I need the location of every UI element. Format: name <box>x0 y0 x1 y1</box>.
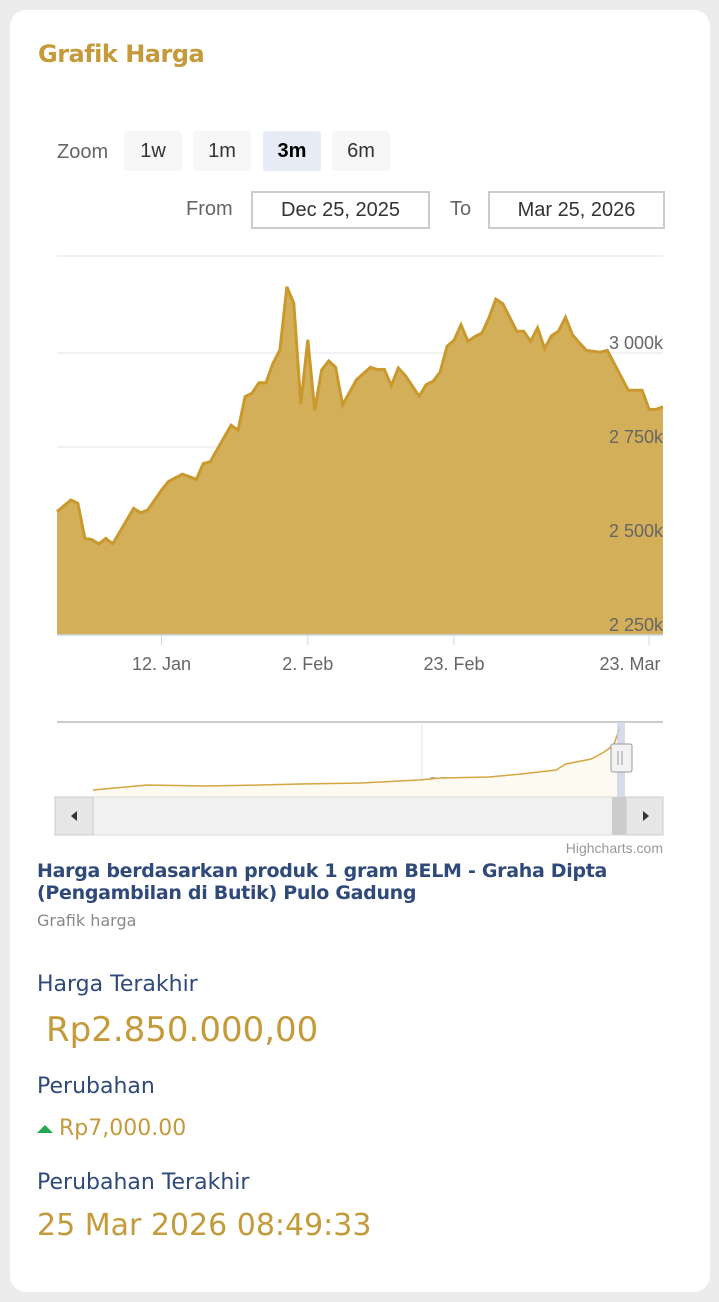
x-tick-label: 12. Jan <box>132 654 191 674</box>
price-line <box>56 286 664 547</box>
from-date-input[interactable]: Dec 25, 2025 <box>251 191 430 229</box>
x-tick-label: 23. Mar <box>599 654 660 674</box>
arrow-right-icon <box>643 811 649 821</box>
zoom-1m-button[interactable]: 1m <box>193 131 251 171</box>
x-tick-label: 23. Feb <box>424 654 485 674</box>
scrollbar[interactable] <box>54 796 664 836</box>
price-chart[interactable]: 2 250k 2 500k 2 750k 3 000k 12. Jan 2. Feb 23… <box>0 0 719 860</box>
arrow-left-icon <box>71 811 77 821</box>
zoom-1w-button[interactable]: 1w <box>124 131 182 171</box>
change-value: Rp7,000.00 <box>59 1116 187 1141</box>
to-date-input[interactable]: Mar 25, 2026 <box>488 191 665 229</box>
price-area <box>57 286 663 635</box>
change-label: Perubahan <box>37 1074 155 1099</box>
chart-subtitle: Grafik harga <box>37 911 137 930</box>
y-tick-label: 2 500k <box>609 521 664 541</box>
from-label: From <box>186 198 233 220</box>
last-price-value: Rp2.850.000,00 <box>46 1010 319 1050</box>
x-tick-label: 2. Feb <box>282 654 333 674</box>
up-arrow-icon <box>37 1125 53 1133</box>
highcharts-credits-link[interactable]: Highcharts.com <box>566 840 663 856</box>
scrollbar-thumb[interactable] <box>612 797 626 835</box>
scrollbar-track[interactable] <box>54 796 664 836</box>
zoom-label: Zoom <box>57 141 109 163</box>
zoom-3m-button[interactable]: 3m <box>263 131 321 171</box>
last-change-value: 25 Mar 2026 08:49:33 <box>37 1208 372 1243</box>
y-tick-label: 2 750k <box>609 427 664 447</box>
navigator-line <box>92 726 621 791</box>
card-title: Grafik Harga <box>38 40 205 68</box>
x-axis-labels: 12. Jan 2. Feb 23. Feb 23. Mar <box>132 635 661 674</box>
last-price-label: Harga Terakhir <box>37 972 198 997</box>
y-axis-labels: 2 250k 2 500k 2 750k 3 000k <box>609 333 664 635</box>
chart-caption: Harga berdasarkan produk 1 gram BELM - G… <box>37 860 608 904</box>
y-tick-label: 3 000k <box>609 333 664 353</box>
zoom-6m-button[interactable]: 6m <box>332 131 390 171</box>
to-label: To <box>450 198 472 220</box>
navigator[interactable]: 2020 <box>57 721 663 797</box>
y-tick-label: 2 250k <box>609 615 664 635</box>
last-change-label: Perubahan Terakhir <box>37 1170 250 1195</box>
scroll-right-button[interactable] <box>625 796 664 836</box>
price-chart-card: Grafik Harga Zoom 1w 1m 3m 6m From Dec 2… <box>10 10 710 1292</box>
navigator-area <box>93 727 621 797</box>
